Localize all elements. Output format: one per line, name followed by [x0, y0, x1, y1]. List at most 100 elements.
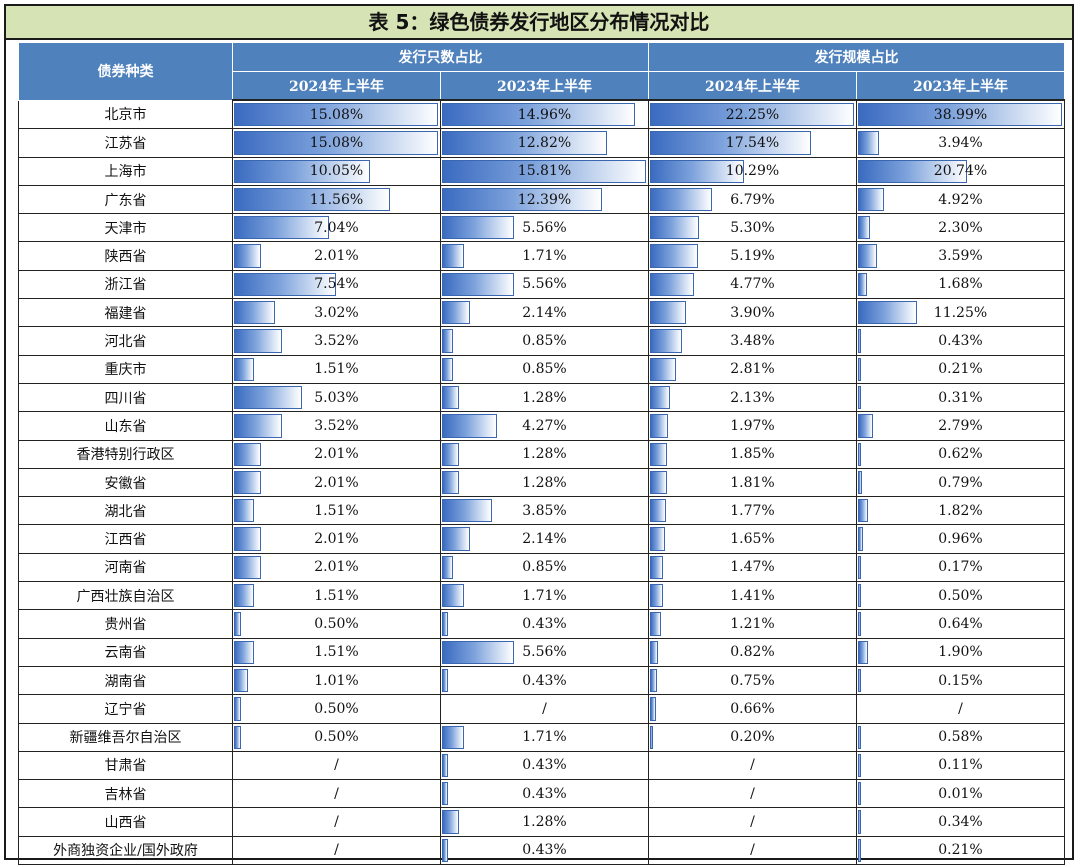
value-label: 3.85% [522, 502, 567, 519]
cell-count-2024h1: 2.01% [232, 241, 441, 271]
data-bar-scale-2024h1 [650, 357, 676, 381]
value-label: 1.90% [938, 644, 983, 661]
cell-scale-2023h1: 38.99% [856, 100, 1065, 130]
value-label: 14.96% [517, 106, 572, 123]
cell-scale-2024h1: 1.81% [648, 468, 857, 498]
cell-scale-2024h1: 4.77% [648, 270, 857, 300]
data-bar-count-2024h1 [234, 216, 330, 240]
data-bar-count-2024h1 [234, 442, 262, 466]
cell-scale-2024h1: / [648, 807, 857, 837]
cell-scale-2023h1: 4.92% [856, 185, 1065, 215]
table-row: 天津市 7.04% 5.56% 5.30% 2.30% [18, 213, 1065, 243]
data-bar-scale-2024h1 [650, 442, 667, 466]
value-label: 1.68% [938, 276, 983, 293]
data-bar-scale-2024h1 [650, 103, 854, 127]
data-bar-scale-2023h1 [858, 782, 861, 806]
data-bar-count-2024h1 [234, 272, 336, 297]
data-bar-scale-2024h1 [650, 244, 698, 268]
data-bar-scale-2023h1 [858, 385, 861, 410]
region-cell: 江苏省 [18, 128, 233, 158]
data-bar-scale-2023h1 [858, 612, 862, 636]
value-label: 4.27% [522, 417, 567, 434]
cell-scale-2024h1: 5.19% [648, 241, 857, 271]
cell-scale-2024h1: 1.97% [648, 411, 857, 441]
data-bar-count-2023h1 [442, 753, 448, 778]
value-label: 1.28% [522, 446, 567, 463]
data-bar-scale-2024h1 [650, 301, 686, 325]
region-cell: 云南省 [18, 638, 233, 667]
data-bar-count-2024h1 [234, 103, 438, 127]
data-bar-count-2024h1 [234, 527, 262, 551]
region-cell: 广东省 [18, 185, 233, 215]
value-label: 12.82% [517, 134, 572, 151]
cell-scale-2023h1: 3.59% [856, 241, 1065, 271]
header-issuance-count-share: 发行只数占比 [232, 42, 649, 72]
cell-scale-2024h1: / [648, 751, 857, 781]
region-cell: 江西省 [18, 524, 233, 554]
region-cell: 上海市 [18, 157, 233, 186]
data-bar-count-2024h1 [234, 414, 282, 438]
region-cell: 外商独资企业/国外政府 [18, 836, 233, 866]
cell-count-2024h1: 1.51% [232, 581, 441, 611]
data-bar-count-2024h1 [234, 244, 262, 268]
table-row: 新疆维吾尔自治区 0.50% 1.71% 0.20% 0.58% [18, 723, 1065, 752]
value-label: 3.52% [314, 417, 359, 434]
value-label: 4.92% [938, 191, 983, 208]
value-label: 0.21% [938, 842, 983, 859]
region-distribution-table: 债券种类 发行只数占比 发行规模占比 2024年上半年 2023年上半年 202… [18, 42, 1065, 866]
data-bar-count-2023h1 [442, 187, 602, 212]
cell-count-2024h1: 1.51% [232, 355, 441, 384]
data-bar-count-2023h1 [442, 103, 636, 127]
data-bar-count-2023h1 [442, 216, 514, 240]
table-row: 福建省 3.02% 2.14% 3.90% 11.25% [18, 298, 1065, 328]
table-row: 山西省 / 1.28% / 0.34% [18, 807, 1065, 837]
cell-count-2024h1: / [232, 779, 441, 809]
cell-count-2023h1: 12.82% [440, 128, 649, 158]
value-label: 5.56% [522, 276, 567, 293]
value-label: 3.94% [938, 134, 983, 151]
table-row: 上海市 10.05% 15.81% 10.29% 20.74% [18, 157, 1065, 186]
data-bar-scale-2023h1 [858, 640, 868, 664]
cell-scale-2023h1: 2.30% [856, 213, 1065, 243]
data-bar-count-2024h1 [234, 555, 262, 580]
cell-count-2024h1: 1.01% [232, 666, 441, 696]
cell-count-2024h1: / [232, 751, 441, 781]
value-label: 17.54% [725, 134, 780, 151]
data-bar-count-2023h1 [442, 810, 459, 834]
region-cell: 河南省 [18, 553, 233, 583]
value-label: / [334, 842, 339, 859]
table-row: 陕西省 2.01% 1.71% 5.19% 3.59% [18, 241, 1065, 271]
data-bar-count-2023h1 [442, 725, 465, 749]
cell-count-2023h1: 12.39% [440, 185, 649, 215]
table-title: 表 5：绿色债券发行地区分布情况对比 [6, 6, 1072, 40]
cell-count-2023h1: 0.43% [440, 836, 649, 866]
value-label: 38.99% [933, 106, 988, 123]
value-label: 0.43% [522, 785, 567, 802]
cell-scale-2024h1: 1.77% [648, 496, 857, 526]
cell-scale-2023h1: 1.90% [856, 638, 1065, 667]
value-label: 1.71% [522, 729, 567, 746]
cell-scale-2024h1: 1.47% [648, 553, 857, 583]
data-bar-scale-2024h1 [650, 414, 669, 438]
data-bar-count-2023h1 [442, 272, 514, 297]
cell-count-2023h1: 0.85% [440, 553, 649, 583]
value-label: 0.43% [522, 757, 567, 774]
value-label: 0.50% [314, 729, 359, 746]
cell-scale-2023h1: 3.94% [856, 128, 1065, 158]
table-row: 广西壮族自治区 1.51% 1.71% 1.41% 0.50% [18, 581, 1065, 611]
data-bar-scale-2024h1 [650, 159, 745, 183]
cell-scale-2023h1: 0.15% [856, 666, 1065, 696]
value-label: 1.85% [730, 446, 775, 463]
cell-count-2023h1: 0.43% [440, 779, 649, 809]
data-bar-scale-2023h1 [858, 499, 868, 523]
cell-count-2023h1: 1.71% [440, 241, 649, 271]
cell-scale-2024h1: 22.25% [648, 100, 857, 130]
value-label: / [334, 757, 339, 774]
data-bar-count-2023h1 [442, 612, 448, 636]
cell-count-2023h1: 5.56% [440, 213, 649, 243]
region-cell: 湖北省 [18, 496, 233, 526]
cell-scale-2024h1: 1.65% [648, 524, 857, 554]
cell-scale-2024h1: 5.30% [648, 213, 857, 243]
region-cell: 天津市 [18, 213, 233, 243]
data-bar-scale-2023h1 [858, 329, 861, 353]
